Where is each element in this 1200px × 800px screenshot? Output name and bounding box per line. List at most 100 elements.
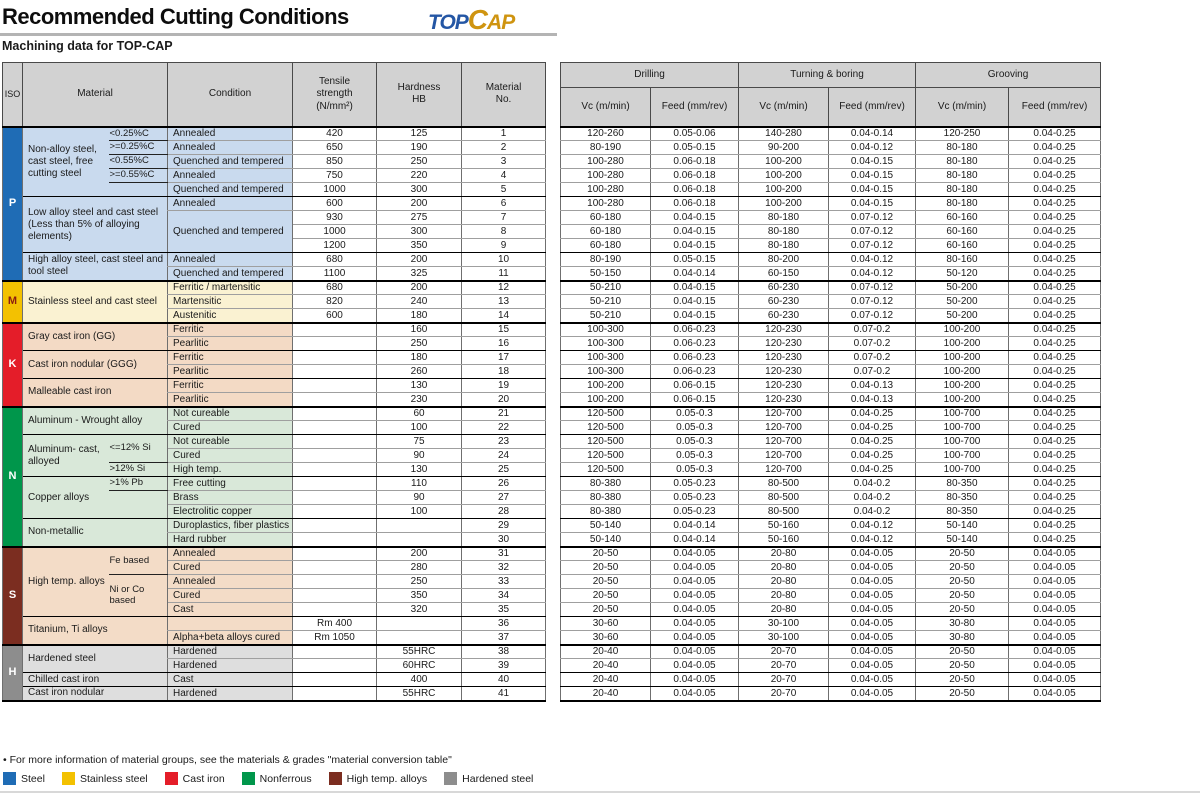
- turning-vc-cell: 80-180: [738, 210, 829, 225]
- drilling-feed-cell: 0.04-0.14: [650, 518, 739, 533]
- grooving-vc-cell: 50-200: [915, 294, 1009, 309]
- grooving-feed-cell: 0.04-0.25: [1007, 308, 1102, 324]
- material-cell: Chilled cast iron: [21, 672, 168, 687]
- condition-cell: Quenched and tempered: [167, 182, 294, 197]
- turning-feed-cell: 0.04-0.05: [828, 560, 916, 575]
- material-cell: Hardened steel: [21, 644, 168, 673]
- header-material-no: Material No.: [461, 62, 547, 128]
- header-tensile-strength: Tensile strength (N/mm²): [292, 62, 378, 128]
- tensile-cell: [292, 602, 378, 617]
- grooving-feed-cell: 0.04-0.25: [1007, 224, 1102, 239]
- tensile-cell: [292, 336, 378, 351]
- drilling-feed-cell: 0.06-0.18: [650, 196, 739, 211]
- tensile-cell: [292, 490, 378, 505]
- material-no-cell: 25: [461, 462, 547, 477]
- grooving-vc-cell: 100-200: [915, 392, 1009, 408]
- material-sub-cell: <=12% Si: [108, 434, 169, 463]
- hardness-cell: 90: [376, 490, 463, 505]
- header-condition: Condition: [167, 62, 294, 128]
- turning-feed-cell: 0.04-0.2: [828, 476, 916, 491]
- material-sub-cell: Fe based: [108, 546, 169, 575]
- condition-cell: Annealed: [167, 168, 294, 183]
- hardness-cell: 100: [376, 504, 463, 519]
- condition-cell: Quenched and tempered: [167, 266, 294, 282]
- turning-vc-cell: 120-230: [738, 378, 829, 393]
- footnote: • For more information of material group…: [3, 754, 452, 766]
- turning-feed-cell: 0.04-0.15: [828, 182, 916, 197]
- material-cell: Stainless steel and cast steel: [21, 280, 168, 324]
- hardness-cell: 200: [376, 196, 463, 211]
- grooving-feed-cell: 0.04-0.25: [1007, 154, 1102, 169]
- drilling-feed-cell: 0.04-0.05: [650, 672, 739, 687]
- drilling-vc-cell: 120-500: [560, 406, 651, 421]
- turning-feed-cell: 0.04-0.15: [828, 154, 916, 169]
- header-drilling-vc: Vc (m/min): [560, 87, 651, 128]
- tensile-cell: 680: [292, 252, 378, 267]
- material-no-cell: 11: [461, 266, 547, 282]
- condition-cell: Brass: [167, 490, 294, 505]
- material-no-cell: 29: [461, 518, 547, 533]
- hardness-cell: 190: [376, 140, 463, 155]
- turning-vc-cell: 50-160: [738, 532, 829, 548]
- turning-feed-cell: 0.04-0.25: [828, 462, 916, 477]
- material-no-cell: 15: [461, 322, 547, 337]
- hardness-cell: 55HRC: [376, 644, 463, 659]
- material-no-cell: 13: [461, 294, 547, 309]
- drilling-feed-cell: 0.05-0.23: [650, 490, 739, 505]
- tensile-cell: 600: [292, 308, 378, 324]
- turning-vc-cell: 120-230: [738, 336, 829, 351]
- hardness-cell: [376, 616, 463, 631]
- header-material: Material: [21, 62, 169, 128]
- grooving-vc-cell: 20-50: [915, 686, 1009, 702]
- material-cell: Malleable cast iron: [21, 378, 168, 408]
- page-title: Recommended Cutting Conditions: [2, 4, 349, 29]
- tensile-cell: 1100: [292, 266, 378, 282]
- drilling-feed-cell: 0.04-0.14: [650, 532, 739, 548]
- hardness-cell: 400: [376, 672, 463, 687]
- grooving-vc-cell: 50-200: [915, 308, 1009, 324]
- hardness-cell: 230: [376, 392, 463, 408]
- drilling-feed-cell: 0.04-0.05: [650, 574, 739, 589]
- material-no-cell: 39: [461, 658, 547, 673]
- grooving-vc-cell: 80-180: [915, 154, 1009, 169]
- grooving-vc-cell: 80-350: [915, 476, 1009, 491]
- drilling-vc-cell: 80-190: [560, 252, 651, 267]
- turning-feed-cell: 0.04-0.12: [828, 140, 916, 155]
- turning-feed-cell: 0.04-0.05: [828, 602, 916, 617]
- material-sub-cell: Ni or Co based: [108, 574, 169, 617]
- material-no-cell: 21: [461, 406, 547, 421]
- drilling-vc-cell: 100-300: [560, 322, 651, 337]
- turning-vc-cell: 30-100: [738, 630, 829, 646]
- grooving-feed-cell: 0.04-0.25: [1007, 532, 1102, 548]
- tensile-cell: [292, 546, 378, 561]
- tensile-cell: [292, 378, 378, 393]
- grooving-feed-cell: 0.04-0.25: [1007, 210, 1102, 225]
- drilling-vc-cell: 60-180: [560, 210, 651, 225]
- grooving-feed-cell: 0.04-0.25: [1007, 182, 1102, 197]
- turning-feed-cell: 0.04-0.25: [828, 420, 916, 435]
- grooving-feed-cell: 0.04-0.25: [1007, 140, 1102, 155]
- grooving-feed-cell: 0.04-0.25: [1007, 504, 1102, 519]
- legend-swatch: [444, 772, 458, 785]
- drilling-feed-cell: 0.04-0.05: [650, 616, 739, 631]
- drilling-feed-cell: 0.04-0.15: [650, 224, 739, 239]
- grooving-vc-cell: 80-180: [915, 140, 1009, 155]
- turning-feed-cell: 0.07-0.2: [828, 364, 916, 379]
- condition-cell: Annealed: [167, 126, 294, 141]
- material-no-cell: 9: [461, 238, 547, 253]
- turning-feed-cell: 0.04-0.05: [828, 546, 916, 561]
- hardness-cell: 320: [376, 602, 463, 617]
- turning-feed-cell: 0.07-0.12: [828, 224, 916, 239]
- material-no-cell: 22: [461, 420, 547, 435]
- material-no-cell: 30: [461, 532, 547, 548]
- turning-feed-cell: 0.07-0.2: [828, 322, 916, 337]
- legend-label: Cast iron: [182, 772, 225, 785]
- grooving-vc-cell: 30-80: [915, 616, 1009, 631]
- material-no-cell: 6: [461, 196, 547, 211]
- turning-feed-cell: 0.07-0.12: [828, 280, 916, 295]
- logo-text-ap: AP: [487, 11, 515, 34]
- hardness-cell: [376, 630, 463, 646]
- grooving-feed-cell: 0.04-0.25: [1007, 266, 1102, 282]
- hardness-cell: 250: [376, 574, 463, 589]
- grooving-feed-cell: 0.04-0.25: [1007, 406, 1102, 421]
